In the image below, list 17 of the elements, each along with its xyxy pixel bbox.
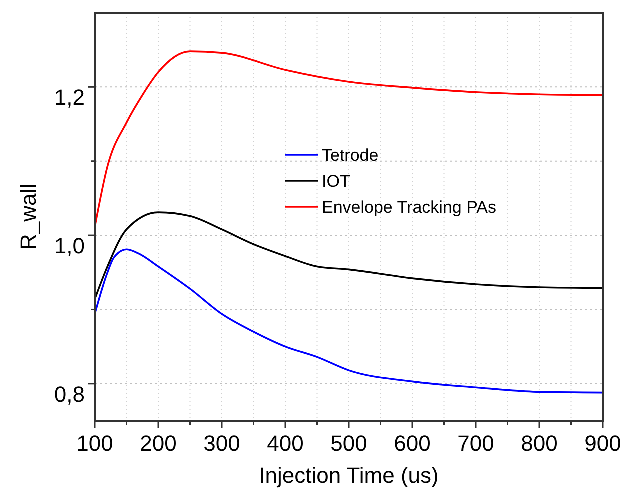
y-axis-title: R_wall xyxy=(16,184,41,250)
x-tick-label: 300 xyxy=(204,431,240,456)
x-tick-label: 500 xyxy=(330,431,368,456)
x-tick-label: 800 xyxy=(521,431,558,456)
x-tick-label: 600 xyxy=(394,431,431,456)
legend-label: IOT xyxy=(322,172,350,191)
legend-label: Envelope Tracking PAs xyxy=(322,198,496,217)
y-tick-label: 1,2 xyxy=(54,85,85,110)
y-tick-label: 1,0 xyxy=(54,234,85,259)
x-tick-label: 100 xyxy=(76,431,114,456)
x-tick-label: 700 xyxy=(458,431,494,456)
x-axis-title: Injection Time (us) xyxy=(259,463,439,488)
y-tick-label: 0,8 xyxy=(54,382,85,407)
x-tick-label: 400 xyxy=(267,431,304,456)
legend-label: Tetrode xyxy=(322,146,379,165)
x-tick-label: 900 xyxy=(584,431,622,456)
x-tick-label: 200 xyxy=(140,431,177,456)
